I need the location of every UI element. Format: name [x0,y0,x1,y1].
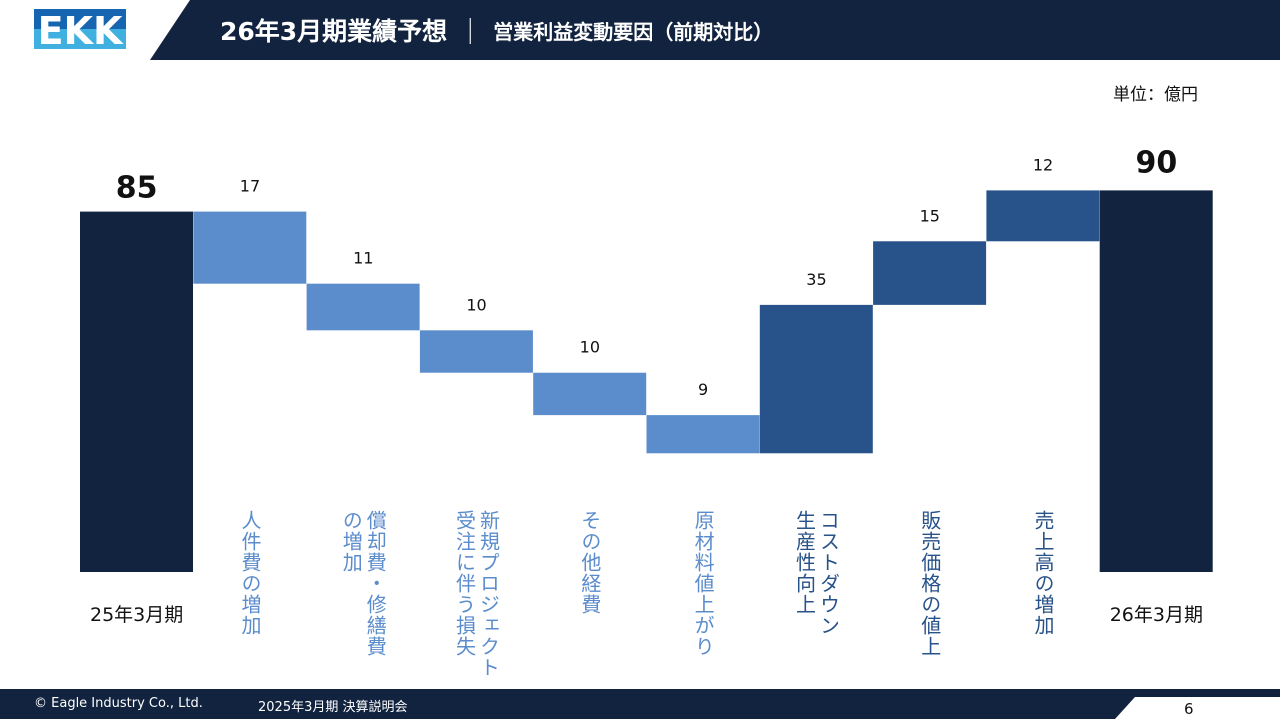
category-label-step-3: 新規プロジェクト 受注に伴う損失 [452,510,501,678]
data-label-step-8: 12 [1033,155,1053,174]
data-label-step-3: 10 [466,295,486,314]
data-label-step-6: 35 [806,270,826,289]
svg-text:EKK: EKK [38,9,124,49]
title-block: 26年3月期業績予想 ｜ 営業利益変動要因（前期対比） [220,0,773,60]
bar-end [1099,190,1213,572]
bar-step-8 [986,190,1100,242]
page-number: 6 [1184,700,1194,718]
bar-step-5 [646,415,760,454]
bar-step-7 [873,241,987,305]
data-label-step-2: 11 [353,249,373,268]
bar-start [80,211,193,572]
title-separator: ｜ [457,17,484,48]
category-label-step-6: コストダウン 生産性向上 [792,510,841,636]
page-subtitle: 営業利益変動要因（前期対比） [493,19,774,44]
category-label-step-1: 人件費の増加 [237,510,262,636]
data-label-step-4: 10 [580,338,600,357]
category-label-step-8: 売上高の増加 [1031,510,1056,636]
header-band [0,0,1280,60]
category-label-end: 26年3月期 [1109,604,1203,626]
data-label-step-5: 9 [698,380,708,399]
bar-step-3 [419,330,533,373]
unit-label: 単位：億円 [1113,85,1198,105]
bar-step-4 [533,372,647,416]
bar-step-6 [759,304,873,454]
data-label-step-1: 17 [240,177,260,196]
bar-step-1 [193,211,307,284]
data-label-step-7: 15 [920,206,940,225]
copyright-text: © Eagle Industry Co., Ltd. [34,696,203,711]
bar-step-2 [306,283,420,331]
data-label-start: 85 [116,171,158,206]
category-label-start: 25年3月期 [90,604,184,626]
event-name: 2025年3月期 決算説明会 [258,700,408,715]
page-title: 26年3月期業績予想 [220,17,448,46]
category-label-step-2: 償却費・修繕費 の増加 [339,510,388,657]
ekk-logo: EKK [34,9,126,49]
category-label-step-4: その他経費 [577,510,602,615]
category-label-step-7: 販売価格の値上 [917,510,942,657]
data-label-end: 90 [1135,145,1177,180]
page-number-panel [1115,697,1280,719]
footer-band [0,689,1280,719]
category-label-step-5: 原材料値上がり [691,510,716,657]
